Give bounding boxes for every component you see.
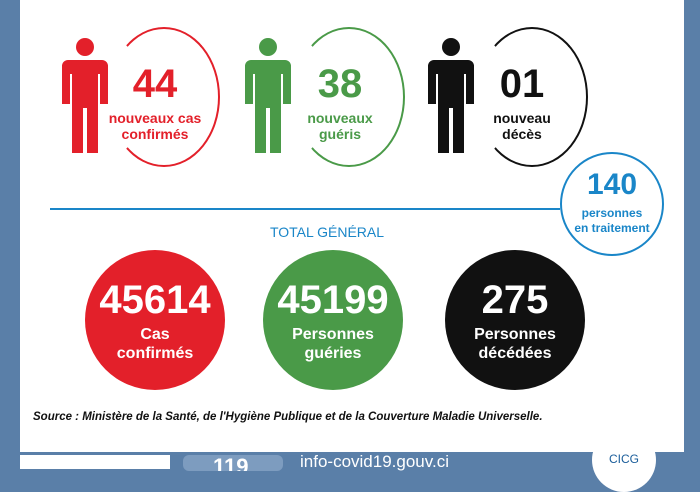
total-title: TOTAL GÉNÉRAL [269,224,385,240]
partner-logo [20,455,170,469]
arc-decoration [108,27,220,167]
divider [50,208,560,210]
daily-recovered-label: nouveaux guéris [307,110,373,142]
total-deaths: 275 Personnes décédées [445,250,585,390]
daily-deaths-label: nouveau décès [493,110,551,142]
cicg-logo: CICG [592,428,656,492]
daily-deaths-value: 01 [499,62,545,106]
total-recovered: 45199 Personnes guéries [263,250,403,390]
arc-decoration [476,27,588,167]
in-treatment-value: 140 [586,168,638,201]
hotline: 119 [183,455,283,471]
website-link[interactable]: info-covid19.gouv.ci [300,452,449,471]
daily-confirmed-label: nouveaux cas confirmés [108,110,202,142]
in-treatment-circle: 140 personnes en traitement [560,152,664,256]
total-confirmed: 45614 Cas confirmés [85,250,225,390]
arc-decoration [293,27,405,167]
daily-confirmed-value: 44 [132,62,178,106]
person-icon [245,38,291,153]
in-treatment-label: personnes en traitement [574,206,650,235]
person-icon [428,38,474,153]
daily-recovered-value: 38 [317,62,363,106]
person-icon [62,38,108,153]
source-text: Source : Ministère de la Santé, de l'Hyg… [33,411,543,423]
